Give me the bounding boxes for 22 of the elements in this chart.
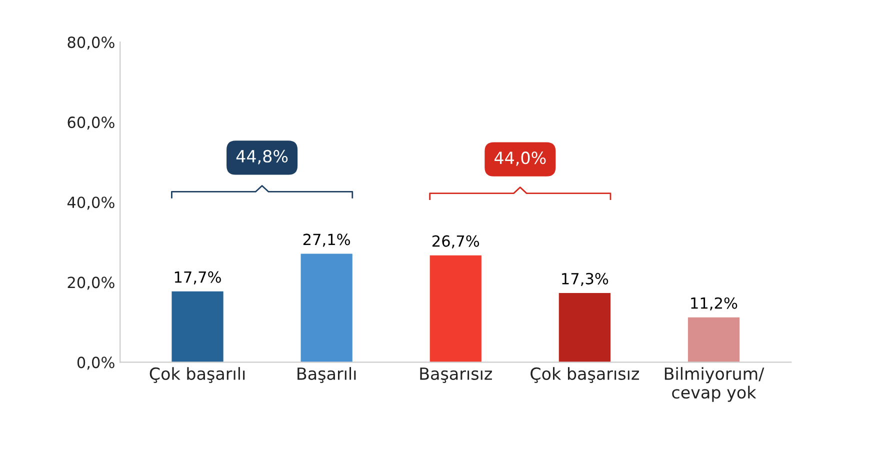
data-label: 17,7% <box>174 271 221 284</box>
x-tick-label: Çok başarılı <box>150 367 245 383</box>
data-label: 27,1% <box>303 234 350 247</box>
y-tick-label: 60,0% <box>68 116 114 130</box>
x-tick-label: Başarısız <box>420 368 492 383</box>
data-label: 17,3% <box>562 272 608 286</box>
y-tick-label: 0,0% <box>77 356 114 370</box>
bar <box>688 317 740 362</box>
x-tick-label: Çok başarısız <box>530 367 639 383</box>
y-tick-label: 20,0% <box>68 276 114 290</box>
x-tick-label: Bilmiyorum/ cevap yok <box>664 367 764 402</box>
data-label: 11,2% <box>691 297 738 310</box>
y-tick-label: 80,0% <box>68 36 114 50</box>
bar <box>430 255 482 362</box>
data-label: 26,7% <box>432 235 480 248</box>
bar <box>558 292 610 362</box>
y-tick-label: 40,0% <box>67 196 114 210</box>
x-tick-label: Başarılı <box>298 367 356 383</box>
annotation: 44,8% <box>236 150 288 164</box>
annotation: 44,0% <box>494 152 546 166</box>
bar <box>300 254 352 362</box>
bar <box>172 291 224 362</box>
